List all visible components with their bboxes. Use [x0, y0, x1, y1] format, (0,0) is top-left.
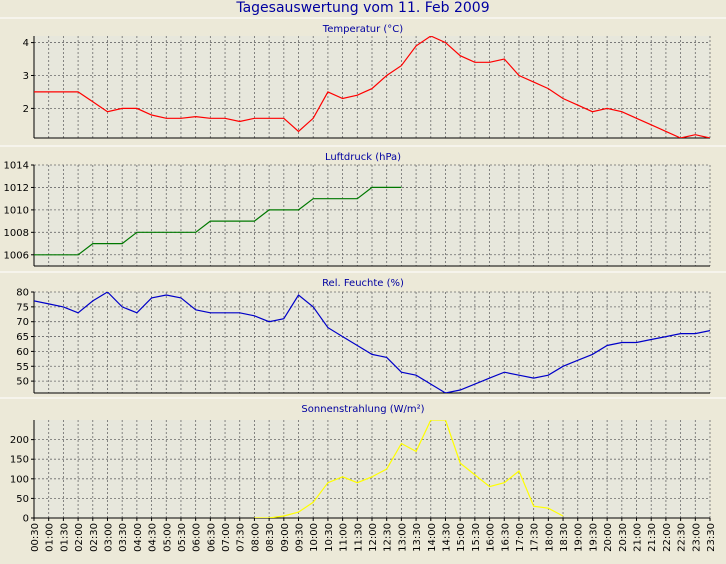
x-tick-label: 16:00: [486, 523, 497, 552]
x-tick-label: 19:00: [574, 523, 585, 552]
x-tick-label: 08:00: [250, 523, 261, 552]
x-tick-label: 20:00: [603, 523, 614, 552]
x-tick-label: 00:30: [30, 523, 41, 552]
y-tick-label: 1012: [4, 183, 29, 194]
chart-panel-2: Luftdruck (hPa) 1006 1008 1010 1012 1014: [0, 145, 726, 267]
x-tick-label: 15:30: [471, 523, 482, 552]
x-tick-label: 20:30: [618, 523, 629, 552]
y-tick-label: 2: [23, 104, 29, 115]
x-tick-label: 21:30: [647, 523, 658, 552]
x-tick-label: 17:30: [530, 523, 541, 552]
chart-title: Temperatur (°C): [322, 24, 403, 35]
x-tick-label: 05:30: [177, 523, 188, 552]
series-line: [34, 186, 402, 256]
x-tick-label: 02:00: [74, 523, 85, 552]
x-tick-label: 16:30: [500, 523, 511, 552]
x-tick-label: 04:30: [148, 523, 159, 552]
x-tick-label: 06:00: [192, 523, 203, 552]
y-tick-label: 50: [16, 494, 29, 505]
y-tick-label: 60: [16, 347, 29, 358]
x-tick-label: 11:30: [353, 523, 364, 552]
y-tick-label: 70: [16, 317, 29, 328]
y-tick-label: 200: [10, 435, 29, 446]
x-tick-label: 03:00: [103, 523, 114, 552]
x-tick-label: 05:00: [162, 523, 173, 552]
chart-panel-1: Temperatur (°C) 2 3 4: [0, 17, 726, 139]
x-tick-label: 03:30: [118, 523, 129, 552]
y-tick-label: 1010: [4, 205, 29, 216]
x-tick-label: 14:30: [441, 523, 452, 552]
x-tick-label: 18:30: [559, 523, 570, 552]
chart-title: Rel. Feuchte (%): [322, 278, 404, 289]
y-tick-label: 1008: [4, 228, 29, 239]
x-tick-label: 22:00: [662, 523, 673, 552]
chart-title: Luftdruck (hPa): [325, 152, 401, 163]
x-tick-label: 08:30: [265, 523, 276, 552]
x-tick-label: 19:30: [588, 523, 599, 552]
x-tick-label: 14:00: [427, 523, 438, 552]
page-title: Tagesauswertung vom 11. Feb 2009: [236, 0, 490, 16]
x-axis-labels: 00:30 01:00 01:30 02:00 02:30 03:00 03:30 04:00…: [30, 518, 717, 552]
x-tick-label: 21:00: [633, 523, 644, 552]
x-tick-label: 22:30: [677, 523, 688, 552]
x-tick-label: 23:00: [691, 523, 702, 552]
x-tick-label: 15:00: [456, 523, 467, 552]
chart-panel-3: Rel. Feuchte (%) 50 55 60 65 70 75 80: [0, 271, 726, 394]
x-tick-label: 06:30: [206, 523, 217, 552]
y-tick-label: 4: [23, 38, 29, 49]
x-tick-label: 02:30: [89, 523, 100, 552]
x-tick-label: 07:00: [221, 523, 232, 552]
y-tick-label: 3: [23, 71, 29, 82]
x-tick-label: 10:30: [324, 523, 335, 552]
x-tick-label: 10:00: [309, 523, 320, 552]
series-line: [254, 420, 564, 518]
x-tick-label: 04:00: [133, 523, 144, 552]
y-tick-label: 1006: [4, 250, 29, 261]
y-tick-label: 100: [10, 474, 29, 485]
x-tick-label: 09:30: [295, 523, 306, 552]
x-tick-label: 01:30: [59, 523, 70, 552]
y-tick-label: 150: [10, 455, 29, 466]
y-tick-label: 0: [23, 514, 29, 525]
y-tick-label: 55: [16, 362, 29, 373]
y-tick-label: 50: [16, 377, 29, 388]
x-tick-label: 09:00: [280, 523, 291, 552]
y-tick-label: 65: [16, 332, 29, 343]
y-tick-label: 80: [16, 288, 29, 299]
x-tick-label: 13:30: [412, 523, 423, 552]
x-tick-label: 18:00: [544, 523, 555, 552]
x-tick-label: 11:00: [339, 523, 350, 552]
x-tick-label: 12:00: [368, 523, 379, 552]
series-line: [34, 292, 710, 393]
x-tick-label: 07:30: [236, 523, 247, 552]
x-tick-label: 01:00: [45, 523, 56, 552]
x-tick-label: 13:00: [397, 523, 408, 552]
x-tick-label: 23:30: [706, 523, 717, 552]
chart-title: Sonnenstrahlung (W/m²): [301, 404, 424, 415]
series-line: [34, 36, 710, 138]
plot-area: [34, 36, 710, 138]
x-tick-label: 12:30: [383, 523, 394, 552]
x-tick-label: 17:00: [515, 523, 526, 552]
y-tick-label: 1014: [4, 161, 29, 172]
y-tick-label: 75: [16, 302, 29, 313]
chart-panel-4: Sonnenstrahlung (W/m²) 0 50 100 150 200: [0, 397, 726, 525]
